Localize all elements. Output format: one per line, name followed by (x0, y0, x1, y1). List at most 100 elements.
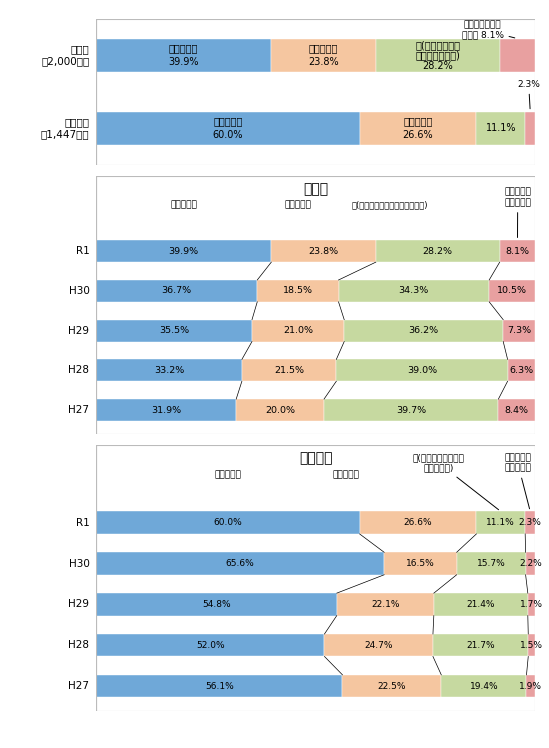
Text: 本人と親等: 本人と親等 (309, 43, 338, 54)
Bar (242, 359, 337, 381)
Bar (324, 399, 498, 421)
Bar (96, 512, 360, 534)
Text: 24.7%: 24.7% (365, 641, 393, 650)
Text: 39.0%: 39.0% (407, 366, 437, 375)
Text: 奨学生本人: 奨学生本人 (213, 117, 243, 126)
Bar (526, 675, 535, 697)
Text: H28: H28 (69, 365, 89, 375)
Text: 本人と親等: 本人と親等 (404, 117, 433, 126)
Bar (271, 39, 376, 72)
Text: H29: H29 (69, 599, 89, 610)
Text: 20.0%: 20.0% (265, 405, 295, 414)
Text: 16.5%: 16.5% (406, 559, 435, 568)
Text: 奨学生本人: 奨学生本人 (171, 200, 197, 209)
Text: 36.7%: 36.7% (161, 286, 192, 295)
Text: 21.4%: 21.4% (467, 600, 495, 609)
Text: 26.6%: 26.6% (403, 129, 433, 140)
Text: 1.5%: 1.5% (520, 641, 543, 650)
Bar (344, 319, 503, 342)
Text: 本人と親等: 本人と親等 (333, 470, 360, 479)
Bar (96, 240, 271, 262)
Bar (236, 399, 324, 421)
Bar (376, 240, 500, 262)
Bar (360, 512, 477, 534)
Text: 11.1%: 11.1% (485, 123, 516, 133)
Bar (96, 552, 384, 574)
Text: 34.3%: 34.3% (399, 286, 429, 295)
Text: 延滞者: 延滞者 (303, 182, 328, 196)
Text: その他・覚えて
いない 8.1%: その他・覚えて いない 8.1% (462, 20, 515, 40)
Bar (337, 359, 508, 381)
Text: 65.6%: 65.6% (226, 559, 255, 568)
Text: 39.9%: 39.9% (169, 57, 199, 67)
Text: 無延滞者: 無延滞者 (299, 451, 333, 465)
Text: 8.4%: 8.4% (505, 405, 529, 414)
Text: 22.1%: 22.1% (371, 600, 400, 609)
Text: 18.5%: 18.5% (283, 286, 313, 295)
Bar (477, 111, 525, 144)
Text: 60.0%: 60.0% (212, 129, 243, 140)
Bar (525, 512, 535, 534)
Text: 1.9%: 1.9% (519, 681, 542, 690)
Bar (525, 552, 535, 574)
Bar (508, 359, 535, 381)
Text: 35.5%: 35.5% (159, 326, 189, 335)
Bar (525, 111, 535, 144)
Text: 39.7%: 39.7% (396, 405, 426, 414)
Text: H30: H30 (69, 286, 89, 296)
Text: 8.1%: 8.1% (506, 247, 529, 256)
Bar (324, 634, 433, 657)
Text: R1: R1 (76, 518, 89, 527)
Text: 52.0%: 52.0% (196, 641, 225, 650)
Bar (96, 111, 360, 144)
Text: 2.3%: 2.3% (519, 518, 542, 527)
Text: 6.3%: 6.3% (509, 366, 534, 375)
Bar (433, 634, 528, 657)
Text: 23.8%: 23.8% (309, 57, 339, 67)
Bar (360, 111, 477, 144)
Text: 15.7%: 15.7% (477, 559, 506, 568)
Text: 54.8%: 54.8% (202, 600, 231, 609)
Text: 奨学生本人: 奨学生本人 (169, 43, 198, 54)
Text: 39.9%: 39.9% (169, 247, 199, 256)
Text: 等の家族、親成): 等の家族、親成) (416, 50, 460, 60)
Bar (457, 552, 525, 574)
Bar (441, 675, 526, 697)
Text: 21.5%: 21.5% (274, 366, 304, 375)
Bar (384, 552, 457, 574)
Text: 36.2%: 36.2% (408, 326, 439, 335)
Text: 23.8%: 23.8% (309, 247, 339, 256)
Bar (96, 359, 242, 381)
Text: 31.9%: 31.9% (151, 405, 181, 414)
Bar (498, 399, 535, 421)
Bar (96, 675, 343, 697)
Text: 28.2%: 28.2% (422, 61, 453, 72)
Bar (500, 39, 535, 72)
Bar (376, 39, 500, 72)
Text: 無延滞者
（1,447人）: 無延滞者 （1,447人） (41, 117, 89, 139)
Text: H30: H30 (69, 559, 89, 568)
Text: 21.0%: 21.0% (283, 326, 313, 335)
Bar (500, 240, 535, 262)
Bar (477, 512, 525, 534)
Bar (434, 593, 528, 616)
Text: H29: H29 (69, 325, 89, 336)
Bar (96, 280, 257, 302)
Text: 26.6%: 26.6% (404, 518, 432, 527)
Bar (339, 280, 489, 302)
Bar (96, 399, 236, 421)
Text: 親(または祖父母: 親(または祖父母 (415, 40, 460, 50)
Text: 本人と親等: 本人と親等 (285, 200, 311, 209)
Text: H28: H28 (69, 640, 89, 650)
Text: 33.2%: 33.2% (154, 366, 184, 375)
Text: 親(または祖父母等の
家族、親成): 親(または祖父母等の 家族、親成) (413, 453, 498, 509)
Text: その他・覚
えていない: その他・覚 えていない (505, 188, 531, 238)
Text: 7.3%: 7.3% (507, 326, 531, 335)
Bar (528, 593, 535, 616)
Text: 56.1%: 56.1% (205, 681, 234, 690)
Text: H27: H27 (69, 405, 89, 415)
Text: 2.2%: 2.2% (519, 559, 542, 568)
Text: 19.4%: 19.4% (469, 681, 498, 690)
Bar (489, 280, 535, 302)
Text: 親(または祖父母等の家族、親成): 親(または祖父母等の家族、親成) (352, 200, 429, 209)
